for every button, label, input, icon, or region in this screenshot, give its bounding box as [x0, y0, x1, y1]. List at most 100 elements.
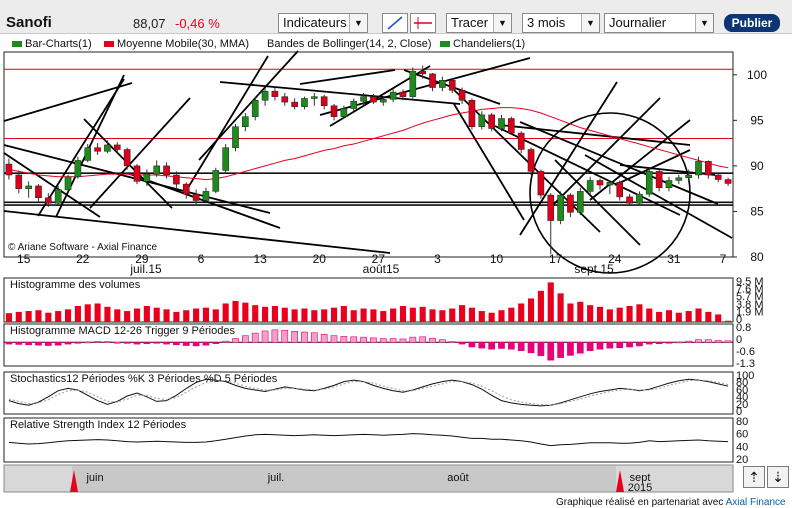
- candle-body: [517, 132, 525, 150]
- x-tick-label: 3: [434, 252, 441, 266]
- candle: [399, 89, 407, 101]
- candle: [665, 176, 673, 192]
- macd-bar: [429, 337, 436, 343]
- volume-bar: [567, 303, 574, 322]
- macd-bar: [291, 331, 298, 343]
- candle: [645, 167, 653, 197]
- panel-tick-label: 20: [736, 454, 748, 466]
- candle: [45, 193, 52, 207]
- legend-bollinger[interactable]: Bandes de Bollinger(14, 2, Close): [267, 38, 432, 50]
- volume-bar: [15, 311, 22, 322]
- macd-bar: [25, 341, 32, 346]
- macd-bar: [557, 341, 564, 358]
- macd-bar: [645, 341, 653, 345]
- macd-bar: [163, 341, 170, 345]
- interval-dropdown[interactable]: Journalier ▼: [604, 13, 714, 33]
- macd-bar: [498, 341, 505, 349]
- volume-bar: [104, 306, 111, 322]
- volume-bar: [715, 314, 722, 322]
- macd-bar: [94, 341, 101, 343]
- trend-line: [185, 55, 269, 192]
- volume-bar: [163, 309, 170, 322]
- candle-body: [478, 114, 486, 127]
- candle-body: [439, 79, 446, 88]
- candle-body: [153, 165, 160, 175]
- macd-bar: [606, 341, 614, 349]
- legend-candles[interactable]: Chandeliers(1): [440, 38, 525, 50]
- candle-body: [695, 161, 702, 176]
- y-tick-label: 100: [747, 68, 767, 82]
- macd-bar: [439, 339, 446, 343]
- trend-line: [89, 97, 191, 209]
- volume-bar: [596, 306, 604, 322]
- rsi-line: [8, 433, 729, 447]
- draw-horizontal-button[interactable]: [410, 13, 436, 33]
- publish-button[interactable]: Publier: [724, 14, 780, 32]
- draw-dropdown[interactable]: Tracer ▼: [446, 13, 512, 33]
- volume-bar: [725, 320, 732, 322]
- volume-bar: [252, 305, 259, 322]
- macd-bar: [488, 341, 495, 350]
- macd-bar: [675, 341, 683, 344]
- candle: [311, 93, 318, 106]
- candle-body: [163, 165, 170, 176]
- volume-bar: [94, 303, 101, 322]
- indicators-dropdown[interactable]: Indicateurs ▼: [278, 13, 368, 33]
- trend-line: [55, 74, 125, 218]
- macd-bar: [616, 341, 624, 349]
- candle-body: [655, 171, 663, 189]
- candle: [557, 191, 564, 225]
- trend-line: [584, 154, 733, 239]
- candle-body: [133, 165, 141, 182]
- volume-bar: [577, 301, 584, 322]
- candle-body: [419, 70, 426, 75]
- volume-bar: [665, 310, 673, 322]
- candle-body: [45, 197, 52, 204]
- candle-body: [616, 182, 624, 198]
- moving-average-line: [8, 107, 729, 181]
- volume-bar: [124, 311, 131, 322]
- candle-body: [596, 180, 604, 186]
- volume-bar: [330, 307, 338, 322]
- candle: [74, 156, 82, 179]
- macd-bar: [448, 341, 456, 343]
- right-handle-icon: [616, 470, 624, 492]
- macd-bar: [478, 341, 486, 349]
- volume-bar: [133, 308, 141, 322]
- scroll-down-button[interactable]: ⇣: [767, 466, 789, 488]
- macd-bar: [527, 341, 535, 354]
- candle-body: [488, 114, 495, 129]
- draw-line-button[interactable]: [382, 13, 408, 33]
- candle-body: [537, 171, 545, 196]
- period-dropdown[interactable]: 3 mois ▼: [522, 13, 600, 33]
- x-tick-label: 24: [608, 252, 622, 266]
- candle: [508, 116, 515, 135]
- timeline-label: 2015: [628, 482, 652, 494]
- volume-bar: [537, 290, 544, 322]
- legend-moving-average[interactable]: Moyenne Mobile(30, MMA): [104, 38, 249, 50]
- credit-link[interactable]: Axial Finance: [725, 497, 786, 508]
- volume-bar: [311, 310, 318, 322]
- legend-bar-charts[interactable]: Bar-Charts(1): [12, 38, 92, 50]
- candle: [389, 89, 397, 103]
- volume-bar: [399, 306, 407, 322]
- panel-tick-label: 80: [736, 377, 748, 389]
- macd-bar: [104, 341, 111, 343]
- candle: [695, 156, 702, 179]
- candle: [340, 105, 348, 119]
- macd-bar: [389, 338, 397, 343]
- candle-body: [498, 118, 505, 129]
- candle: [429, 72, 436, 92]
- candle: [182, 182, 190, 199]
- timeline-label: juil.: [267, 472, 285, 484]
- x-tick-label: 15: [17, 252, 31, 266]
- macd-bar: [567, 341, 574, 356]
- candle-body: [212, 170, 220, 192]
- candle-body: [281, 96, 289, 103]
- candle: [675, 175, 683, 185]
- scroll-up-button[interactable]: ⇡: [743, 466, 765, 488]
- macd-bar: [232, 338, 239, 343]
- candle-body: [626, 196, 633, 204]
- candle: [54, 185, 62, 206]
